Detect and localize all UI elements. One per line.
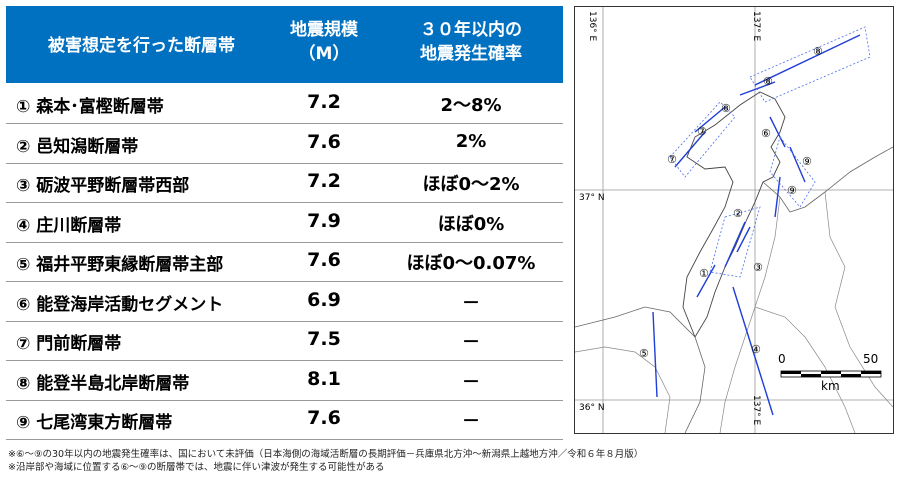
magnitude-value: 7.6	[307, 407, 341, 429]
pref-boundary-4	[754, 306, 856, 433]
magnitude-value: 7.6	[307, 249, 341, 271]
header-magnitude: 地震規模 （M）	[274, 18, 374, 66]
magnitude-value: 7.9	[307, 209, 341, 232]
fault-9-b	[774, 176, 781, 218]
pref-boundary-1	[719, 196, 781, 433]
probability-value: －	[462, 332, 480, 353]
probability-value: ほぼ0%	[437, 213, 505, 235]
fault-5	[652, 311, 658, 398]
map-label-7-b: ⑦	[667, 153, 677, 166]
header-magnitude-line2: （M）	[298, 44, 350, 64]
probability-value: －	[462, 292, 480, 314]
map-label-8-b: ⑧	[763, 75, 773, 88]
fault-3	[736, 226, 751, 253]
lat-36-label: 36° N	[579, 403, 605, 413]
fault-name: ⑧ 能登半島北岸断層帯	[16, 373, 190, 394]
scale-seg-2	[801, 374, 821, 377]
magnitude-value: 6.9	[307, 288, 341, 311]
fault-map: 136° E 137° E 37° N 36° N 137° E 0 50 km…	[574, 6, 894, 434]
map-label-3: ③	[753, 261, 763, 274]
map-label-6: ⑥	[761, 127, 771, 140]
fault-8-b	[739, 81, 776, 96]
table-row: ⑨ 七尾湾東方断層帯 7.6 －	[6, 399, 563, 440]
table-row: ⑧ 能登半島北岸断層帯 8.1 －	[6, 360, 563, 401]
scale-max-label: 50	[863, 352, 879, 366]
fault-7-b	[694, 106, 726, 133]
map-label-9-b: ⑨	[787, 184, 797, 197]
coastline-fukui	[575, 306, 706, 433]
fault-zone-9	[769, 136, 816, 208]
scale-seg-1	[781, 371, 801, 374]
pref-boundary-3	[575, 346, 671, 433]
map-label-9-a: ⑨	[802, 155, 812, 168]
map-svg	[575, 7, 893, 433]
scale-bar	[780, 370, 882, 378]
header-probability: ３０年以内の 地震発生確率	[386, 18, 556, 66]
scale-unit-label: km	[821, 379, 840, 393]
scale-seg-3	[821, 371, 841, 374]
magnitude-value: 7.2	[307, 170, 341, 192]
header-probability-line2: 地震発生確率	[420, 44, 522, 64]
fault-6	[769, 116, 786, 148]
probability-value: ほぼ0～2%	[422, 174, 520, 195]
scale-seg-4	[841, 374, 861, 377]
fault-name: ① 森本･富樫断層帯	[16, 97, 164, 117]
fault-1	[696, 264, 716, 298]
footnote-1: ※⑥～⑨の30年以内の地震発生確率は、国において未評価（日本海側の海域活断層の長…	[8, 449, 644, 460]
table-row: ③ 砺波平野断層帯西部 7.2 ほぼ0～2%	[6, 162, 563, 203]
fault-zone-7	[669, 101, 736, 178]
fault-8-a	[754, 34, 861, 86]
probability-value: －	[462, 371, 480, 393]
scale-zero-label: 0	[778, 352, 786, 366]
fault-name: ⑥ 能登海岸活動セグメント	[16, 294, 224, 315]
magnitude-value: 7.6	[307, 130, 341, 153]
probability-value: 2%	[455, 130, 487, 152]
magnitude-value: 8.1	[307, 367, 341, 390]
header-probability-line1: ３０年以内の	[420, 20, 522, 40]
map-label-8-c: ⑧	[721, 102, 731, 115]
pref-boundary-2	[824, 191, 893, 408]
magnitude-value: 7.2	[307, 91, 341, 113]
map-label-8-a: ⑧	[813, 45, 823, 58]
fault-name: ⑨ 七尾湾東方断層帯	[16, 413, 173, 433]
probability-value: －	[462, 411, 480, 432]
coastline-noto-ishikawa	[682, 91, 786, 339]
fault-lines	[652, 34, 861, 416]
table-row: ⑦ 門前断層帯 7.5 －	[6, 320, 563, 361]
map-label-5: ⑤	[639, 347, 649, 360]
table-header: 被害想定を行った断層帯 地震規模 （M） ３０年以内の 地震発生確率	[6, 6, 563, 83]
footnote-2: ※沿岸部や海域に位置する⑥～⑨の断層帯では、地震に伴い津波が発生する可能性がある	[8, 462, 385, 473]
table-row: ② 邑知潟断層帯 7.6 2%	[6, 123, 563, 164]
lon-137-label-top: 137° E	[751, 11, 761, 42]
fault-name: ⑤ 福井平野東縁断層帯主部	[16, 255, 224, 275]
table-row: ⑥ 能登海岸活動セグメント 6.9 －	[6, 281, 563, 322]
probability-value: ほぼ0～0.07%	[406, 253, 536, 274]
fault-2	[724, 221, 746, 268]
table-row: ⑤ 福井平野東縁断層帯主部 7.6 ほぼ0～0.07%	[6, 241, 563, 282]
fault-name: ⑦ 門前断層帯	[16, 334, 122, 354]
fault-name: ② 邑知潟断層帯	[16, 136, 139, 157]
table-row: ④ 庄川断層帯 7.9 ほぼ0%	[6, 202, 563, 243]
map-label-7-a: ⑦	[697, 125, 707, 138]
lat-37-label: 37° N	[579, 193, 605, 203]
fault-name: ④ 庄川断層帯	[16, 215, 122, 236]
magnitude-value: 7.5	[307, 328, 341, 350]
map-label-2: ②	[733, 207, 743, 220]
lon-136-label-top: 136° E	[587, 11, 597, 42]
map-label-1: ①	[699, 267, 709, 280]
probability-value: 2～8%	[440, 95, 502, 116]
scale-seg-5	[861, 371, 881, 374]
coastline-toyama-niigata	[762, 146, 893, 213]
footnotes: ※⑥～⑨の30年以内の地震発生確率は、国において未評価（日本海側の海域活断層の長…	[8, 448, 643, 474]
fault-zones	[669, 26, 871, 278]
map-label-4: ④	[751, 343, 761, 356]
fault-name: ③ 砺波平野断層帯西部	[16, 176, 190, 196]
fault-4	[732, 286, 774, 416]
fault-7-a	[674, 131, 706, 168]
header-fault-name: 被害想定を行った断層帯	[48, 36, 235, 56]
table-row: ① 森本･富樫断層帯 7.2 2～8%	[6, 83, 563, 124]
fault-zone-2	[709, 206, 761, 278]
header-magnitude-line1: 地震規模	[290, 20, 358, 40]
lon-137-label-bottom: 137° E	[751, 395, 761, 426]
